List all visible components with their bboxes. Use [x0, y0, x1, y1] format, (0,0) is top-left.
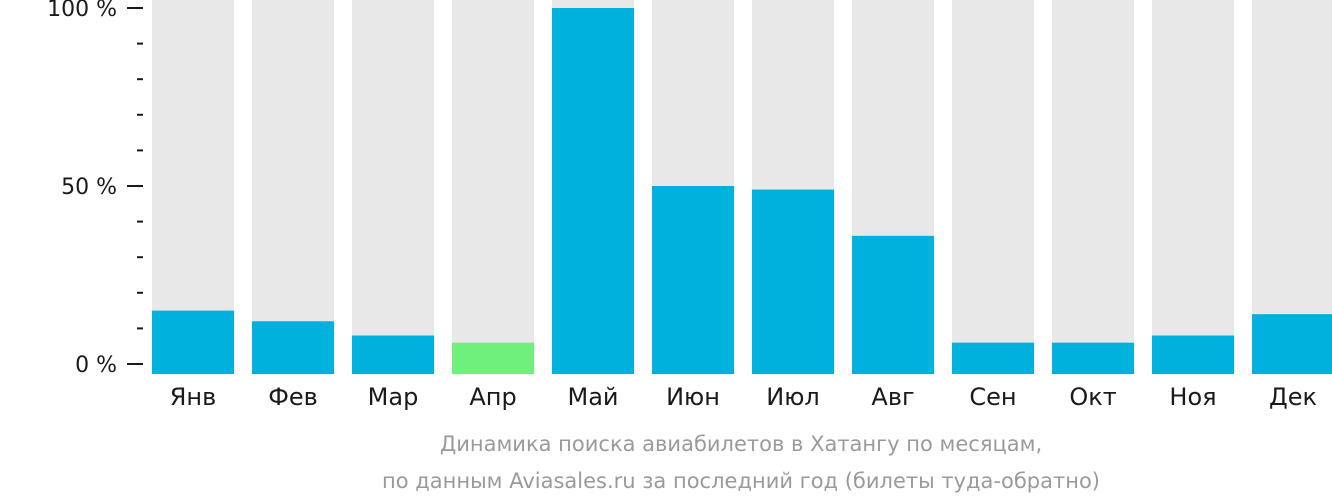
bar-4 — [452, 342, 534, 374]
y-tick-label: 50 % — [61, 175, 117, 200]
x-tick-label: Апр — [469, 383, 516, 411]
x-tick-label: Мар — [368, 383, 419, 411]
bar-8 — [852, 235, 934, 374]
y-axis: 0 % 50 % 100 % — [47, 0, 143, 378]
bar-10 — [1052, 342, 1134, 374]
x-tick-label: Янв — [170, 383, 217, 411]
bar-track — [1252, 0, 1332, 374]
x-tick-label: Авг — [871, 383, 914, 411]
x-tick-label: Сен — [969, 383, 1016, 411]
bar-2 — [252, 321, 334, 374]
x-tick-label: Окт — [1069, 383, 1116, 411]
bar-1 — [152, 310, 234, 374]
x-tick-label: Май — [567, 383, 618, 411]
x-tick-label: Фев — [268, 383, 318, 411]
x-tick-label: Дек — [1269, 383, 1317, 411]
bar-3 — [352, 335, 434, 374]
bar-track — [1152, 0, 1234, 374]
bar-9 — [952, 342, 1034, 374]
bar-11 — [1152, 335, 1234, 374]
y-tick-label: 100 % — [47, 0, 117, 22]
x-tick-label: Июл — [766, 383, 820, 411]
bars-group — [152, 0, 1332, 374]
bar-track — [252, 0, 334, 374]
chart-caption-line-2: по данным Aviasales.ru за последний год … — [382, 469, 1100, 493]
y-tick-label: 0 % — [75, 353, 117, 378]
bar-6 — [652, 186, 734, 374]
chart-caption-line-1: Динамика поиска авиабилетов в Хатангу по… — [440, 432, 1042, 456]
bar-5 — [552, 8, 634, 374]
bar-7 — [752, 189, 834, 374]
bar-track — [952, 0, 1034, 374]
x-tick-label: Ноя — [1169, 383, 1216, 411]
bar-track — [352, 0, 434, 374]
x-tick-label: Июн — [666, 383, 720, 411]
x-axis-labels: Янв Фев Мар Апр Май Июн Июл Авг Сен Окт Ноя Дек — [170, 383, 1317, 411]
bar-12 — [1252, 314, 1332, 374]
bar-track — [452, 0, 534, 374]
bar-track — [1052, 0, 1134, 374]
